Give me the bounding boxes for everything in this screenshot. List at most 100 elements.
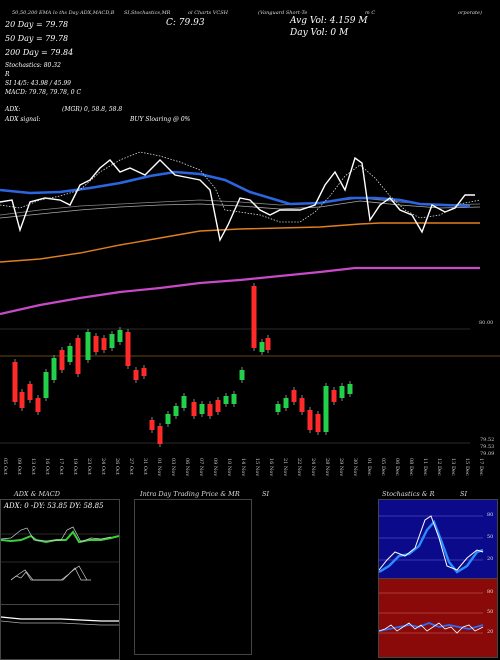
adx-panel: ADX: 0 -DY: 53.85 DY: 58.85 [0,499,120,605]
bullish-candle [165,414,171,424]
top-strip: 50,50,200 EMA lo ths Day ADX,MACD,B [12,10,115,16]
adx-panel-label: ADX: 0 -DY: 53.85 DY: 58.85 [4,502,104,510]
bullish-candle [275,404,281,412]
bearish-candle [141,368,147,376]
bullish-candle [117,330,123,342]
rsi-tick-20: 20 [487,629,494,635]
bearish-candle [207,404,213,416]
top-strip-2: SI,Stochastics,MR [124,10,171,16]
bearish-candle [133,370,139,380]
right-label-low1: 79.52 [480,437,495,443]
r-line: R [5,71,10,78]
bullish-candle [181,396,187,408]
date-tick-label: 28 Nov [324,458,330,477]
bullish-candle [51,358,57,380]
adx-values: (MGR) 0, 58.8, 58.8 [62,106,123,113]
legend-200-day: 200 Day = 79.84 [5,48,74,57]
date-tick-label: 05 Dec [380,458,386,476]
date-tick-label: 01 Nov [156,458,162,477]
date-tick-label: 23 Oct [86,458,92,475]
macd-panel-chart [1,616,119,626]
bullish-candle [347,384,353,394]
date-tick-label: 16 Oct [44,458,50,475]
buy-signal: BUY Sloaring @ 0% [130,116,191,123]
date-tick-label: 24 Nov [310,458,316,477]
bearish-candle [307,410,313,430]
stoch-panel-title: Stochastics & R [382,490,435,498]
bearish-candle [75,338,81,374]
bullish-candle [323,386,329,432]
date-tick-label: 09 Oct [16,458,22,475]
purple-ma-line [0,266,480,316]
bullish-candle [85,332,91,360]
right-label-mid: 80.00 [479,320,494,326]
top-strip-4: (Vanguard Short-Te [258,10,308,16]
day-volume: Day Vol: 0 M [290,28,349,38]
right-label-low2: 79.53 [480,444,495,450]
date-tick-label: 06 Nov [184,458,190,477]
bearish-candle [315,414,321,432]
date-tick-label: 31 Oct [142,458,148,475]
bullish-candle [339,386,345,398]
date-tick-label: 16 Nov [268,458,274,477]
bearish-candle [35,398,41,412]
dotted-ma-line [0,151,481,223]
stoch-tick-50: 50 [487,534,494,540]
bullish-candle [259,342,265,352]
bearish-candle [12,362,18,402]
bearish-candle [215,400,221,412]
bullish-candle [199,404,205,414]
bullish-candle [239,370,245,380]
main-price-chart [0,151,500,447]
right-label-low3: 79.09 [480,451,495,457]
date-tick-label: 03 Nov [170,458,176,477]
bullish-candle [109,334,115,348]
date-tick-label: 11 Dec [422,458,428,476]
rsi-tick-80: 80 [487,589,494,595]
top-strip-6: orporate) [458,10,482,16]
date-tick-label: 06 Dec [394,458,400,476]
stoch-panel-title-right: SI [460,490,468,498]
lower-band-line [0,200,481,219]
bullish-candle [283,398,289,408]
date-tick-label: 09 Nov [212,458,218,477]
bearish-candle [93,336,99,352]
adx-panel-title: ADX & MACD [14,490,60,498]
date-tick-label: 26 Oct [114,458,120,475]
upper-band-line [0,197,481,216]
avg-volume: Avg Vol: 4.159 M [290,16,368,26]
stoch-panel-chart [379,515,484,574]
bearish-candle [299,398,305,412]
bearish-candle [27,384,33,400]
orange-ma-line [0,222,480,263]
bearish-candle [101,338,107,350]
date-tick-label: 14 Nov [240,458,246,477]
bearish-candle [149,420,155,430]
bullish-candle [43,372,49,398]
date-tick-label: 22 Nov [296,458,302,477]
rsi-panel-chart [379,592,484,634]
bearish-candle [59,350,65,370]
date-tick-label: 27 Oct [128,458,134,475]
macd-panel [0,604,120,660]
date-tick-label: 10 Nov [226,458,232,477]
date-axis: 05 Oct 09 Oct 13 Oct 16 Oct 17 Oct 19 Oct 23 O… [0,458,500,486]
date-tick-label: 15 Nov [254,458,260,477]
top-strip-3: ol Charts VCSH [188,10,229,16]
date-tick-label: 15 Dec [464,458,470,476]
adx-signal: ADX signal: [5,116,41,123]
intraday-panel [134,499,252,655]
date-tick-label: 05 Oct [2,458,8,475]
adx-panel-chart [1,526,119,581]
date-tick-label: 30 Nov [352,458,358,477]
top-strip-5: m C [365,10,376,16]
rsi-panel: 80 50 20 [378,578,498,658]
bullish-candle [231,394,237,404]
date-tick-label: 07 Nov [198,458,204,477]
date-tick-label: 13 Dec [450,458,456,476]
bearish-candle [265,338,271,350]
bearish-candle [251,286,257,348]
date-tick-label: 13 Oct [30,458,36,475]
stoch-tick-80: 80 [487,512,494,518]
white-price-line [0,156,475,243]
